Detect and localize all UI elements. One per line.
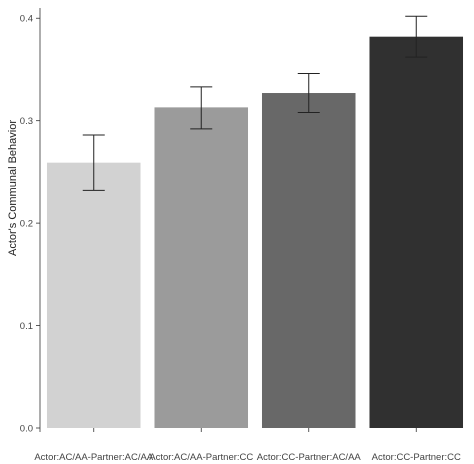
bars [46, 36, 464, 429]
y-axis-title: Actor's Communal Behavior [7, 120, 19, 256]
x-tick-label: Actor:AC/AA-Partner:CC [149, 452, 253, 463]
y-tick-label: 0.1 [20, 321, 33, 332]
x-tick-label: Actor:AC/AA-Partner:AC/AA [34, 452, 153, 463]
y-tick-label: 0.2 [20, 219, 33, 230]
error-bar [405, 15, 428, 58]
y-tick-label: 0.3 [20, 116, 33, 127]
bar [369, 36, 464, 429]
x-tick-label: Actor:CC-Partner:AC/AA [257, 452, 362, 463]
y-axis-ticks: 0.0 0.1 0.2 0.3 0.4 [20, 14, 40, 435]
bar [261, 93, 356, 429]
bar [46, 162, 141, 428]
x-tick-label: Actor:CC-Partner:CC [372, 452, 461, 463]
error-bars [82, 15, 428, 191]
error-bar [190, 86, 213, 130]
error-bar [82, 134, 105, 191]
y-tick-label: 0.0 [20, 424, 33, 435]
bar [154, 107, 249, 429]
x-axis-ticks: Actor:AC/AA-Partner:AC/AAActor:AC/AA-Par… [34, 428, 461, 463]
error-bar [297, 73, 320, 113]
y-tick-label: 0.4 [20, 14, 33, 25]
